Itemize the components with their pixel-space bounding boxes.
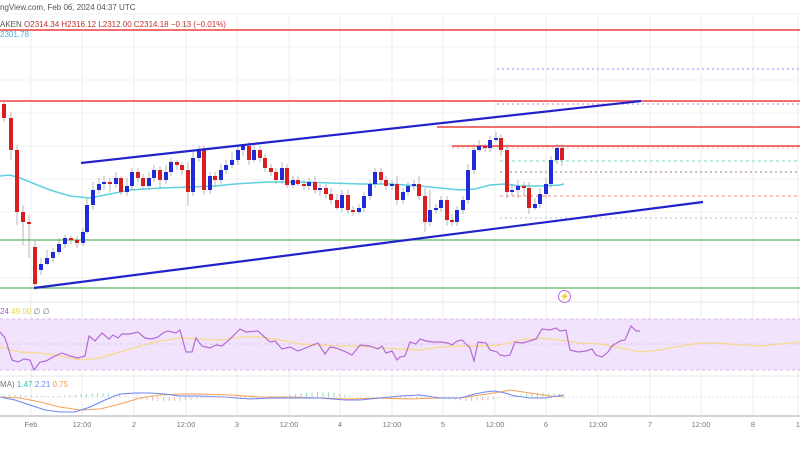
time-axis-label: 12:00: [279, 420, 299, 429]
rsi-length: 24: [0, 307, 9, 316]
time-axis-label: 1: [795, 420, 800, 429]
time-axis-label: 12:00: [691, 420, 711, 429]
time-axis-label: 2: [131, 420, 137, 429]
rsi-line: [0, 324, 640, 372]
horizontal-levels: [0, 29, 800, 289]
time-axis-label: 12:00: [588, 420, 608, 429]
symbol-ohlc-row: AKEN O2314.34 H2316.12 L2312.00 C2314.18…: [0, 20, 226, 29]
symbol-label: AKEN: [0, 20, 22, 29]
rsi-ma-line: [0, 336, 800, 361]
ma-value: 2301.78: [0, 30, 29, 39]
macd-value: 1.47: [16, 380, 33, 389]
time-axis-label: 6: [543, 420, 549, 429]
time-axis-label: 12:00: [382, 420, 402, 429]
time-axis-label: 12:00: [176, 420, 196, 429]
time-axis-label: 12:00: [72, 420, 92, 429]
candlesticks: [2, 100, 564, 290]
lightning-event-icon[interactable]: ⚡: [558, 290, 571, 303]
channel-lower-trendline[interactable]: [33, 200, 704, 290]
rsi-band: [0, 319, 800, 370]
macd-label: MA): [0, 380, 15, 389]
source-timestamp: ngView.com, Feb 06, 2024 04:37 UTC: [0, 3, 136, 12]
rsi-extra: ∅ ∅: [33, 307, 50, 316]
rsi-value: 49.00: [11, 307, 32, 316]
position-levels: [452, 68, 800, 219]
macd-line: [0, 390, 565, 413]
ohlc-values: O2314.34 H2316.12 L2312.00 C2314.18 −0.1…: [24, 20, 226, 29]
time-axis-label: 3: [234, 420, 240, 429]
time-axis-label: 5: [440, 420, 446, 429]
macd-signal-value: 2.21: [34, 380, 51, 389]
time-axis-label: 8: [750, 420, 756, 429]
macd-legend: MA) 1.47 2.21 0.75: [0, 380, 68, 389]
time-axis-label: 12:00: [485, 420, 505, 429]
macd-signal-line: [0, 389, 565, 411]
moving-average-line: [0, 174, 565, 199]
time-axis-label: 7: [647, 420, 653, 429]
time-axis-label: 4: [337, 420, 343, 429]
rsi-legend: 24 49.00 ∅ ∅: [0, 307, 50, 316]
macd-hist-value: 0.75: [52, 380, 69, 389]
channel-upper-trendline[interactable]: [80, 99, 642, 165]
time-axis-label: Feb: [24, 420, 38, 429]
